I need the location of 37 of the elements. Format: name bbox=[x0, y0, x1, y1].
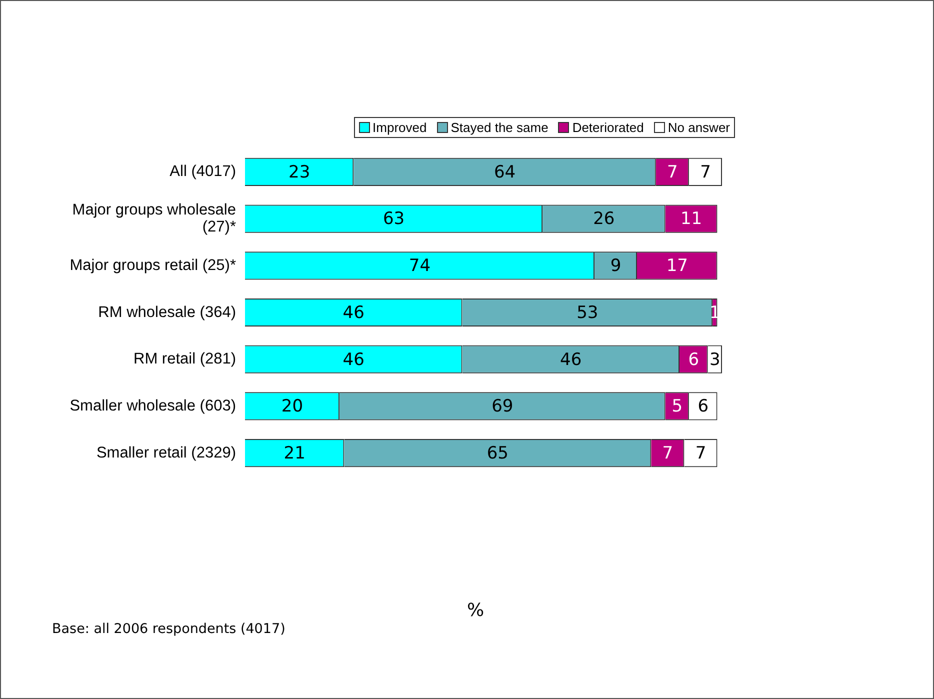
data-label: 6 bbox=[688, 350, 700, 370]
data-label: 7 bbox=[662, 443, 674, 464]
legend-label: Deteriorated bbox=[572, 120, 644, 135]
data-label: 7 bbox=[666, 162, 678, 182]
data-label: 20 bbox=[281, 396, 304, 417]
text: % bbox=[466, 600, 484, 622]
data-label: 21 bbox=[284, 443, 306, 464]
y-tick-label: Major groups retail (25)* bbox=[70, 256, 236, 274]
data-label: 7 bbox=[700, 162, 711, 182]
y-tick-label: RM wholesale (364) bbox=[98, 304, 236, 321]
y-tick-label: RM retail (281) bbox=[134, 350, 236, 368]
data-label: 46 bbox=[342, 302, 364, 323]
data-label: 65 bbox=[486, 443, 508, 464]
data-label: 63 bbox=[382, 209, 405, 230]
y-tick-label: Smaller retail (2329) bbox=[96, 444, 236, 462]
data-label: 5 bbox=[672, 396, 683, 417]
data-label: 46 bbox=[342, 350, 364, 370]
y-tick-label: Smaller wholesale (603) bbox=[70, 397, 236, 414]
data-label: 64 bbox=[494, 162, 516, 182]
data-label: 6 bbox=[698, 396, 709, 417]
data-label: 11 bbox=[680, 209, 702, 230]
legend-label: Improved bbox=[372, 120, 427, 135]
data-label: 26 bbox=[593, 209, 615, 230]
data-label: 7 bbox=[695, 443, 706, 464]
text: Base: all 2006 respondents (4017) bbox=[52, 621, 286, 637]
data-label: 53 bbox=[576, 302, 598, 323]
data-label: 23 bbox=[288, 162, 310, 182]
data-label: 17 bbox=[666, 256, 688, 276]
legend-label: Stayed the same bbox=[450, 120, 548, 135]
data-label: 46 bbox=[560, 350, 582, 370]
data-label: 69 bbox=[492, 396, 514, 417]
series-label: No answer bbox=[668, 120, 730, 135]
data-label: 74 bbox=[408, 256, 431, 276]
y-tick-label: Major groups wholesale (27)* bbox=[72, 201, 236, 236]
data-label: 3 bbox=[710, 350, 720, 370]
data-label: 9 bbox=[610, 256, 622, 276]
y-tick-label: All (4017) bbox=[170, 163, 236, 180]
